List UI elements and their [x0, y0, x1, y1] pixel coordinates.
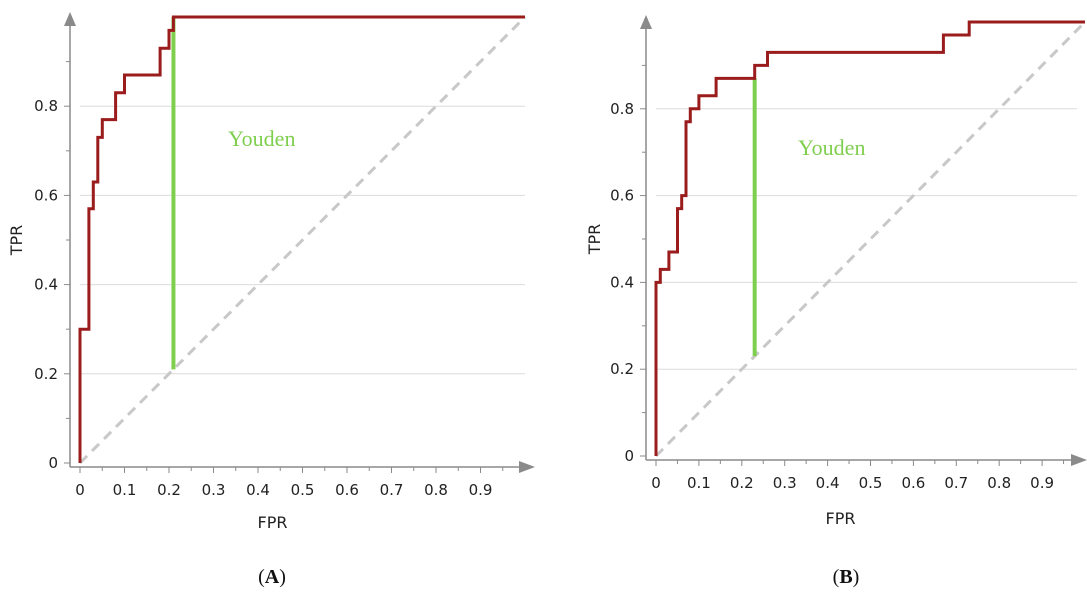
x-tick-label: 0.6 [901, 474, 925, 492]
y-axis-arrow [64, 12, 76, 26]
roc-curve [78, 15, 525, 463]
y-tick-label: 0.4 [34, 276, 58, 294]
x-tick-label: 0.1 [687, 474, 711, 492]
x-axis-arrow [1071, 454, 1087, 466]
x-axis-label: FPR [826, 509, 856, 528]
x-tick-label: 0.4 [246, 481, 270, 499]
y-tick-label: 0.6 [34, 186, 58, 204]
x-tick-label: 0.7 [380, 481, 404, 499]
y-tick-label: 0.2 [34, 365, 58, 383]
x-tick-label: 0.8 [424, 481, 448, 499]
x-tick-label: 0.2 [157, 481, 181, 499]
x-tick-label: 0.7 [944, 474, 968, 492]
x-tick-label: 0.9 [1030, 474, 1054, 492]
y-tick-label: 0 [624, 447, 634, 465]
chart-panel-b: 0 0.1 0.2 0.3 0.4 0.5 0.6 0.7 0.8 0.9 0 0.2 0.4 0.6 0.… [585, 15, 1087, 588]
y-tick-label: 0.6 [610, 187, 634, 205]
x-tick-label: 0.2 [730, 474, 754, 492]
y-tick-label: 0.8 [610, 100, 634, 118]
y-tick-label: 0.4 [610, 273, 634, 291]
y-axis-arrow [640, 15, 652, 29]
x-axis-label: FPR [258, 513, 288, 532]
panel-label: (A) [258, 566, 286, 588]
x-tick-label: 0.5 [291, 481, 315, 499]
y-axis-label: TPR [585, 224, 604, 256]
chance-diagonal-line [654, 20, 1087, 458]
x-tick-label: 0.8 [987, 474, 1011, 492]
youden-label: Youden [228, 126, 295, 151]
chart-panel-a: 0 0.1 0.2 0.3 0.4 0.5 0.6 0.7 0.8 0.9 0 0.2 0.4 0.6 0.… [7, 12, 535, 588]
x-tick-label: 0.4 [816, 474, 840, 492]
x-tick-label: 0.5 [859, 474, 883, 492]
x-tick-label: 0.3 [773, 474, 797, 492]
x-tick-label: 0.6 [335, 481, 359, 499]
roc-curve [654, 20, 1085, 456]
x-tick-label: 0.9 [469, 481, 493, 499]
y-tick-label: 0.2 [610, 360, 634, 378]
y-tick-label: 0.8 [34, 97, 58, 115]
youden-label: Youden [798, 135, 865, 160]
x-tick-label: 0.1 [113, 481, 137, 499]
panel-label: (B) [833, 566, 860, 588]
y-tick-label: 0 [48, 454, 58, 472]
chance-diagonal-line [78, 15, 527, 465]
x-tick-label: 0.3 [202, 481, 226, 499]
y-axis-label: TPR [7, 225, 26, 257]
x-tick-label: 0 [75, 481, 85, 499]
x-axis-arrow [519, 461, 535, 473]
x-tick-label: 0 [651, 474, 661, 492]
